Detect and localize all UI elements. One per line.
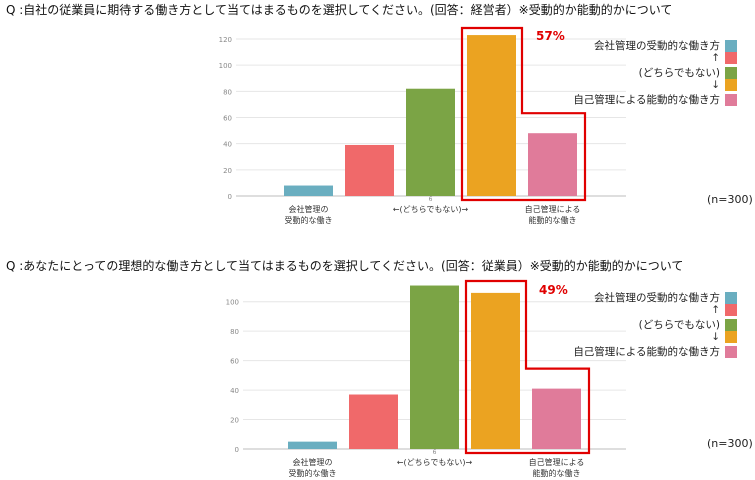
y-tick-label: 20	[230, 417, 239, 425]
legend-item: 自己管理による能動的な働き方	[573, 344, 737, 359]
x-tick-label: 会社管理の	[293, 457, 333, 467]
legend-item: ↑	[711, 51, 737, 64]
question-2: Q :あなたにとっての理想的な働き方として当てはまるものを選択してください。(回…	[6, 259, 684, 273]
legend-swatch	[725, 303, 737, 316]
legend-swatch	[725, 51, 737, 64]
legend-label: 会社管理の受動的な働き方	[594, 40, 720, 52]
legend-1: 会社管理の受動的な働き方 ↑ (どちらでもない) ↓ 自己管理による能動的な働き方	[560, 38, 737, 108]
bar-chart-2: 0 20 40 60 80 100 会社管理の受動的な働き 6 ←(どちらでもない)→ 自己管理に…	[226, 279, 626, 478]
legend-label: ↓	[711, 330, 720, 343]
y-tick-label: 40	[223, 141, 232, 149]
y-tick-label: 0	[235, 446, 239, 454]
x-tick-label: 受動的な働き	[289, 468, 337, 478]
y-tick-label: 80	[230, 328, 239, 336]
question-1: Q :自社の従業員に期待する働き方として当てはまるものを選択してください。(回答…	[6, 3, 673, 17]
x-tick-label: ←(どちらでもない)→	[393, 205, 469, 214]
legend-swatch	[725, 318, 737, 331]
y-tick-label: 120	[219, 36, 232, 44]
bar-chart-1: 0 20 40 60 80 100 120 会社管理の受動的な働き 6 ←(どちらでもない)→ 自己…	[219, 26, 626, 225]
legend-item: (どちらでもない)	[639, 317, 737, 332]
y-tick-label: 80	[223, 88, 232, 96]
bar-1	[284, 185, 333, 196]
legend-item: ↑	[711, 303, 737, 316]
legend-item: 会社管理の受動的な働き方	[594, 290, 737, 305]
legend-label: ↓	[711, 78, 720, 91]
legend-item: (どちらでもない)	[639, 65, 737, 80]
highlight-outline	[460, 26, 587, 202]
bar-5	[528, 133, 577, 196]
highlight-percentage: 49%	[539, 283, 568, 297]
legend-swatch	[725, 66, 737, 79]
bar-3	[406, 88, 455, 196]
highlight-percentage: 57%	[536, 29, 565, 43]
y-tick-label: 20	[223, 167, 232, 175]
y-tick-label: 40	[230, 387, 239, 395]
x-tick-small-label: 6	[429, 196, 433, 203]
legend-swatch	[725, 330, 737, 343]
legend-label: (どちらでもない)	[638, 67, 720, 79]
legend-label: 自己管理による能動的な働き方	[573, 346, 720, 358]
y-tick-label: 100	[226, 299, 239, 307]
bar-4	[471, 292, 520, 449]
legend-label: ↑	[711, 303, 720, 316]
x-tick-label: 会社管理の	[289, 204, 329, 214]
legend-swatch	[725, 39, 737, 52]
legend-label: 自己管理による能動的な働き方	[573, 94, 720, 106]
bar-3	[410, 285, 459, 449]
bar-4	[467, 35, 516, 197]
x-tick-label: 自己管理による	[525, 204, 581, 214]
bar-2	[345, 144, 394, 196]
legend-swatch	[725, 291, 737, 304]
x-tick-label: 能動的な働き	[529, 215, 577, 225]
y-tick-label: 100	[219, 62, 232, 70]
legend-2: 会社管理の受動的な働き方 ↑ (どちらでもない) ↓ 自己管理による能動的な働き方	[560, 290, 737, 360]
x-tick-label: 能動的な働き	[533, 468, 581, 478]
legend-label: 会社管理の受動的な働き方	[594, 292, 720, 304]
legend-item: ↓	[711, 330, 737, 343]
legend-label: ↑	[711, 51, 720, 64]
legend-swatch	[725, 345, 737, 358]
bar-1	[288, 441, 337, 449]
legend-item: 会社管理の受動的な働き方	[594, 38, 737, 53]
bar-2	[349, 394, 398, 449]
bar-5	[532, 388, 581, 449]
legend-item: 自己管理による能動的な働き方	[573, 92, 737, 107]
y-tick-label: 60	[230, 358, 239, 366]
highlight-outline	[464, 279, 591, 455]
legend-label: (どちらでもない)	[638, 319, 720, 331]
y-tick-label: 60	[223, 115, 232, 123]
x-tick-label: 自己管理による	[529, 457, 585, 467]
legend-swatch	[725, 93, 737, 106]
x-tick-label: 受動的な働き	[285, 215, 333, 225]
y-tick-label: 0	[228, 193, 232, 201]
legend-item: ↓	[711, 78, 737, 91]
x-tick-small-label: 6	[433, 449, 437, 456]
sample-size-note-1: (n=300)	[707, 193, 753, 206]
legend-swatch	[725, 78, 737, 91]
sample-size-note-2: (n=300)	[707, 437, 753, 450]
x-tick-label: ←(どちらでもない)→	[397, 458, 473, 467]
